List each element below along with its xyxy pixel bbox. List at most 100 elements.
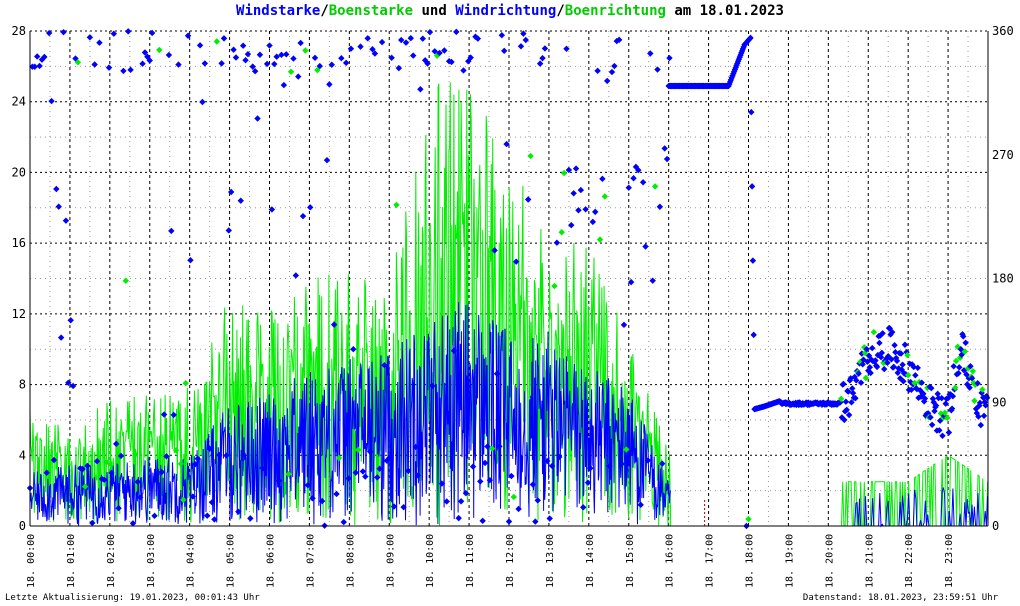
wind-dir-marker xyxy=(938,394,945,402)
wind-dir-marker xyxy=(41,53,48,61)
wind-dir-marker xyxy=(352,469,359,476)
wind-dir-marker xyxy=(304,481,312,489)
wind-dir-marker xyxy=(934,390,941,398)
wind-dir-marker xyxy=(849,385,856,392)
wind-dir-marker xyxy=(398,36,405,44)
wind-dir-marker xyxy=(974,380,981,387)
title-mid: und xyxy=(413,3,456,19)
gust-dir-marker xyxy=(285,470,292,478)
wind-dir-marker xyxy=(271,60,278,68)
wind-dir-marker xyxy=(874,351,882,359)
wind-dir-marker xyxy=(577,186,585,194)
wind-dir-marker xyxy=(877,332,884,339)
wind-dir-marker xyxy=(493,370,501,377)
gust-speed-line-day xyxy=(29,82,672,527)
wind-dir-marker xyxy=(948,405,956,412)
gust-dir-marker xyxy=(302,47,309,54)
x-tick-label: 18. 20:00 xyxy=(824,534,835,588)
wind-dir-marker xyxy=(194,455,201,462)
wind-dir-marker xyxy=(323,156,331,164)
wind-dir-marker xyxy=(86,34,94,41)
wind-dir-marker xyxy=(928,384,935,392)
footer-last-update: Letzte Aktualisierung: 19.01.2023, 00:01… xyxy=(5,593,260,603)
wind-dir-marker xyxy=(474,35,482,42)
x-tick-label: 18. 19:00 xyxy=(784,534,795,588)
left-tick-label: 12 xyxy=(12,307,26,321)
wind-dir-marker xyxy=(900,378,907,385)
title-wind-speed: Windstarke xyxy=(236,3,321,19)
wind-dir-marker xyxy=(942,400,949,407)
wind-dir-marker xyxy=(249,63,256,70)
wind-dir-marker xyxy=(893,357,901,365)
wind-dir-marker xyxy=(584,479,592,486)
wind-speed-line-day xyxy=(29,301,671,526)
wind-dir-marker xyxy=(887,331,894,338)
wind-dir-marker xyxy=(553,239,561,246)
wind-dir-marker xyxy=(845,388,852,395)
gust-dir-marker xyxy=(527,152,534,160)
wind-dir-marker xyxy=(901,341,909,348)
wind-dir-marker xyxy=(496,443,503,450)
wind-dir-marker xyxy=(261,465,268,472)
wind-dir-marker xyxy=(932,402,940,409)
x-tick-label: 18. 23:00 xyxy=(944,534,955,588)
wind-dir-marker xyxy=(484,443,491,450)
right-tick-label: 360 xyxy=(992,24,1014,38)
wind-dir-marker xyxy=(644,457,652,464)
wind-dir-marker xyxy=(615,36,623,44)
right-tick-label: 0 xyxy=(992,519,999,533)
wind-dir-marker xyxy=(503,140,510,148)
wind-dir-marker xyxy=(536,60,544,67)
wind-dir-marker xyxy=(878,349,886,357)
gust-dir-marker xyxy=(287,68,295,75)
wind-dir-marker xyxy=(911,379,918,387)
gust-dir-marker xyxy=(156,46,163,54)
wind-dir-marker xyxy=(976,399,984,407)
wind-dir-marker xyxy=(467,54,474,61)
x-tick-label: 18. 13:00 xyxy=(545,534,556,588)
wind-dir-marker xyxy=(79,465,86,473)
wind-dir-marker xyxy=(861,349,869,357)
wind-dir-marker xyxy=(72,55,79,62)
wind-dir-marker xyxy=(625,184,632,191)
wind-dir-marker xyxy=(407,34,415,42)
wind-dir-marker xyxy=(31,63,38,70)
wind-dir-marker xyxy=(127,66,134,74)
wind-dir-marker xyxy=(975,413,982,420)
wind-dir-marker xyxy=(110,30,118,37)
wind-dir-marker xyxy=(134,478,141,486)
wind-dir-marker xyxy=(877,353,885,361)
wind-dir-marker xyxy=(936,417,944,424)
wind-dir-marker xyxy=(884,359,891,366)
wind-dir-marker xyxy=(885,353,892,360)
gust-dir-marker xyxy=(103,459,110,466)
wind-dir-marker xyxy=(184,32,192,39)
wind-dir-marker xyxy=(201,60,209,67)
wind-dir-marker xyxy=(512,258,520,265)
gust-dir-marker xyxy=(558,229,565,236)
wind-dir-marker xyxy=(462,489,470,497)
wind-dir-marker xyxy=(556,453,563,461)
wind-dir-marker xyxy=(148,29,156,37)
gust-dir-marker xyxy=(182,380,189,387)
wind-dir-marker xyxy=(115,504,122,512)
wind-dir-marker xyxy=(65,379,72,387)
axes xyxy=(29,31,989,527)
wind-dir-marker xyxy=(366,448,374,455)
wind-dir-marker xyxy=(453,28,460,36)
wind-dir-marker xyxy=(517,43,525,50)
wind-dir-marker xyxy=(498,31,506,39)
gust-dir-marker xyxy=(177,460,185,468)
wind-dir-marker xyxy=(929,395,937,402)
wind-dir-marker xyxy=(299,212,307,220)
wind-dir-marker xyxy=(48,97,55,105)
wind-dir-marker xyxy=(853,377,860,384)
wind-dir-marker xyxy=(330,321,338,328)
wind-dir-marker xyxy=(378,38,386,46)
wind-dir-marker xyxy=(565,166,573,174)
gust-dir-marker xyxy=(510,493,517,501)
right-tick-label: 270 xyxy=(992,148,1014,162)
wind-dir-marker xyxy=(627,278,635,286)
gust-dir-marker xyxy=(551,282,558,290)
wind-dir-marker xyxy=(45,29,53,37)
